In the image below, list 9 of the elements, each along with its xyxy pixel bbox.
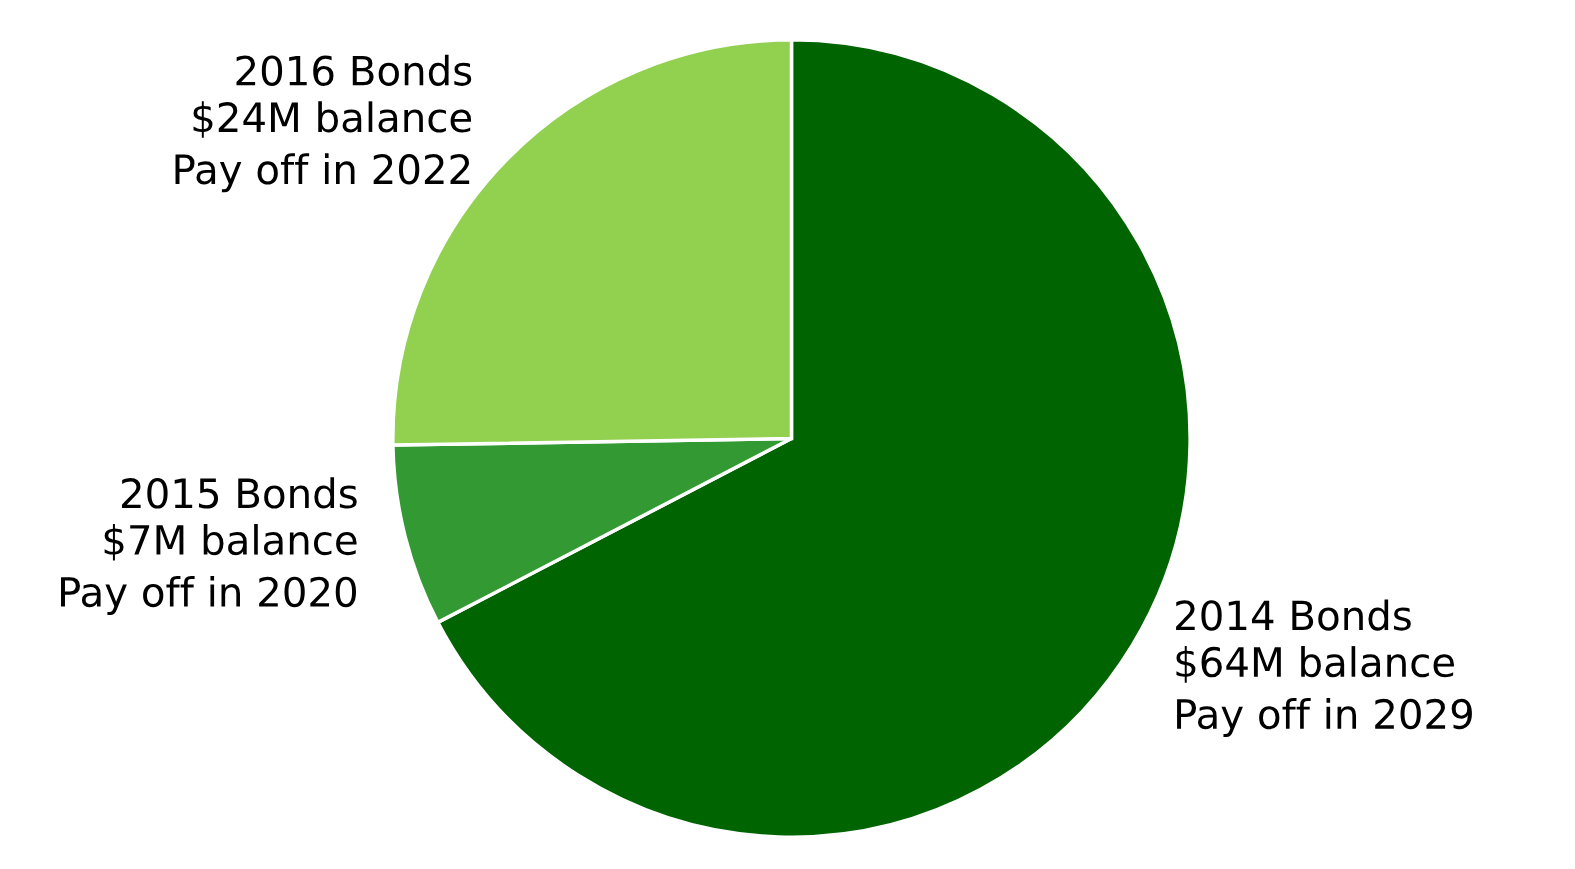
data-label: $24M balance — [193, 101, 472, 138]
data-label: $7M balance — [104, 524, 357, 561]
text: Pay off in 2029 — [1177, 698, 1472, 738]
slice-label: 2014 Bonds — [1176, 599, 1411, 631]
slice-label: 2015 Bonds — [121, 477, 357, 509]
data-label: $64M balance — [1176, 646, 1454, 683]
text: Pay off in 2020 — [61, 575, 357, 615]
text: Pay off in 2022 — [175, 153, 470, 193]
slice-label: 2016 Bonds — [236, 54, 472, 86]
